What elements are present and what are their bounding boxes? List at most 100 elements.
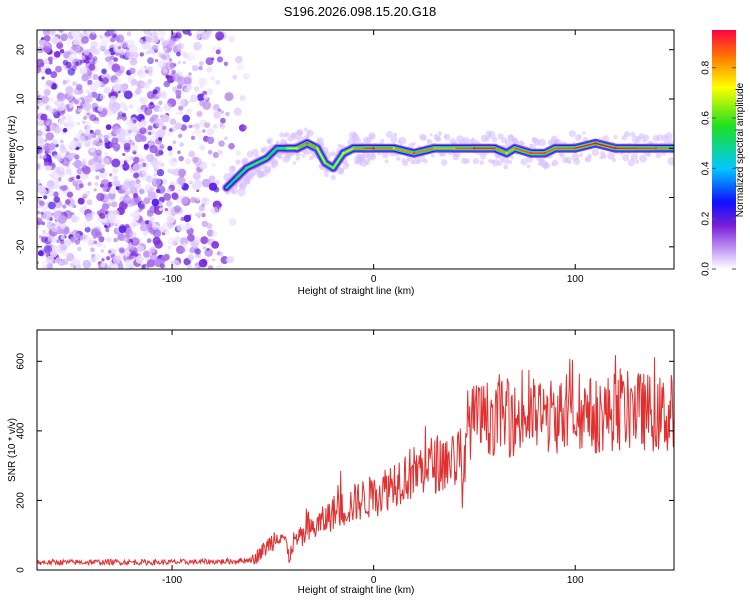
noise-blob (92, 56, 98, 62)
noise-blob (46, 255, 55, 264)
noise-blob (151, 198, 160, 207)
halo-blob (346, 163, 350, 167)
noise-blob (182, 114, 191, 123)
halo-blob (491, 159, 500, 167)
noise-blob (206, 136, 215, 145)
noise-blob (70, 204, 75, 208)
noise-blob (129, 251, 135, 257)
noise-blob (161, 178, 168, 185)
noise-blob (99, 212, 106, 219)
noise-blob (68, 172, 73, 178)
noise-blob (187, 234, 195, 242)
noise-blob (43, 58, 50, 65)
noise-blob (43, 245, 53, 254)
noise-blob (163, 228, 170, 235)
noise-blob (159, 224, 168, 233)
noise-blob (193, 32, 201, 41)
snr-plot-area (37, 330, 674, 570)
noise-blob (199, 100, 206, 107)
noise-blob (102, 244, 107, 249)
ridge-segment (324, 162, 335, 169)
noise-blob (45, 68, 52, 75)
halo-blob (480, 153, 487, 160)
halo-blob (306, 129, 314, 137)
noise-blob (68, 177, 74, 183)
noise-blob (42, 266, 47, 269)
y-tick-label: 400 (16, 422, 27, 439)
noise-blob (52, 260, 56, 264)
noise-blob (48, 118, 53, 123)
noise-blob (56, 92, 66, 102)
colorbar-tick-label: 0.0 (701, 262, 712, 276)
noise-blob (198, 134, 204, 140)
noise-blob (176, 245, 185, 254)
halo-blob (266, 137, 274, 145)
noise-blob (139, 224, 148, 232)
noise-blob (43, 126, 47, 130)
noise-blob (116, 78, 122, 84)
halo-blob (601, 153, 607, 159)
noise-blob (196, 110, 203, 117)
noise-blob (161, 125, 167, 131)
noise-blob (223, 61, 229, 66)
halo-blob (235, 159, 241, 165)
halo-blob (630, 153, 638, 161)
noise-blob (62, 36, 66, 41)
noise-blob (103, 86, 111, 94)
noise-blob (217, 149, 223, 155)
halo-blob (427, 139, 433, 145)
noise-blob (143, 145, 149, 151)
ridge-point (634, 147, 637, 150)
noise-blob (74, 239, 81, 245)
noise-blob (169, 128, 173, 132)
noise-blob (109, 187, 116, 195)
noise-blob (236, 63, 245, 72)
halo-blob (421, 134, 427, 141)
noise-blob (54, 51, 61, 58)
noise-blob (73, 37, 83, 46)
noise-blob (159, 207, 163, 212)
noise-blob (62, 258, 69, 266)
noise-blob (109, 95, 117, 103)
noise-blob (190, 135, 196, 140)
noise-blob (183, 214, 191, 223)
halo-blob (443, 133, 451, 141)
noise-blob (39, 155, 43, 160)
noise-blob (112, 210, 117, 215)
noise-blob (41, 76, 45, 80)
noise-blob (220, 123, 226, 129)
noise-blob (144, 50, 150, 56)
noise-blob (112, 167, 119, 175)
noise-blob (178, 155, 184, 162)
ridge-point (473, 147, 476, 150)
noise-blob (121, 183, 129, 191)
halo-blob (573, 158, 581, 166)
colorbar-gradient (712, 30, 736, 269)
noise-blob (198, 258, 208, 268)
spectrogram-ylabel: Frequency (Hz) (7, 116, 18, 185)
noise-blob (182, 242, 188, 248)
halo-blob (393, 132, 398, 137)
noise-blob (243, 125, 248, 130)
noise-blob (62, 64, 67, 70)
noise-blob (82, 115, 88, 121)
noise-blob (167, 98, 177, 108)
noise-blob (208, 182, 218, 191)
noise-blob (176, 30, 181, 33)
noise-blob (126, 31, 132, 37)
noise-blob (90, 211, 96, 216)
noise-blob (71, 30, 81, 38)
noise-blob (206, 88, 214, 95)
halo-blob (295, 156, 301, 161)
noise-blob (163, 193, 172, 201)
noise-blob (104, 224, 108, 228)
halo-blob (231, 188, 238, 195)
noise-blob (123, 167, 127, 171)
noise-blob (130, 52, 139, 60)
noise-blob (91, 48, 99, 56)
x-tick-label: 100 (567, 575, 584, 586)
noise-blob (113, 43, 118, 49)
noise-blob (194, 45, 199, 50)
noise-blob (48, 97, 54, 103)
noise-blob (194, 123, 201, 129)
